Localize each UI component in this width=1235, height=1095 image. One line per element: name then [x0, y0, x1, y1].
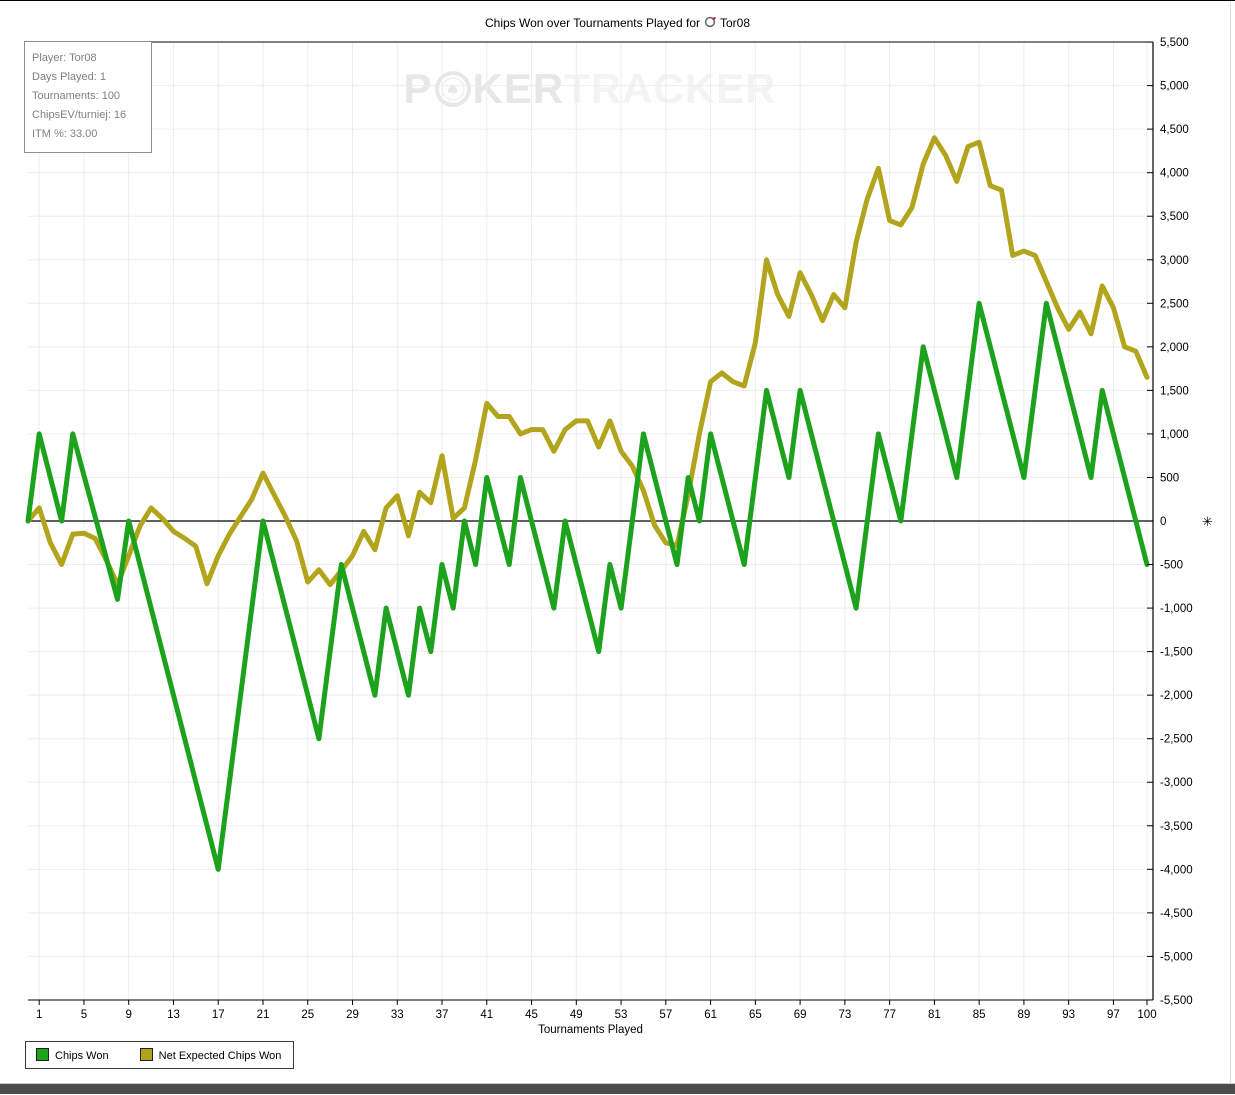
y-tick-label: -500 — [1160, 560, 1183, 572]
bottom-window-bar — [0, 1084, 1235, 1094]
x-tick-label: 5 — [81, 1009, 87, 1021]
y-tick-label: -4,500 — [1160, 908, 1193, 920]
y-tick-label: -1,500 — [1160, 647, 1193, 659]
y-tick-label: -1,000 — [1160, 603, 1193, 615]
y-tick-label: -4,000 — [1160, 864, 1193, 876]
y-tick-label: -3,000 — [1160, 777, 1193, 789]
y-tick-label: -2,000 — [1160, 690, 1193, 702]
chart-title: Chips Won over Tournaments Played for To… — [0, 15, 1235, 30]
svg-text:♠: ♠ — [445, 80, 460, 99]
watermark-text-poker-ker: KER — [472, 65, 565, 112]
y-tick-label: 5,500 — [1160, 37, 1189, 49]
watermark-text-tracker: TRACKER — [564, 65, 777, 112]
chart-title-player: Tor08 — [719, 15, 751, 30]
chips-won-swatch — [36, 1048, 49, 1061]
legend-item-chips-won: Chips Won — [36, 1048, 109, 1062]
chart-title-prefix: Chips Won over Tournaments Played for — [484, 15, 700, 30]
x-tick-label: 53 — [615, 1009, 628, 1021]
net-expected-chips-won-line[interactable] — [25, 135, 1150, 588]
y-tick-label: 2,500 — [1160, 298, 1189, 310]
x-tick-label: 57 — [659, 1009, 672, 1021]
x-tick-label: 37 — [436, 1009, 449, 1021]
x-tick-label: 45 — [525, 1009, 538, 1021]
y-tick-label: 3,000 — [1160, 255, 1189, 267]
y-tick-label: -5,000 — [1160, 951, 1193, 963]
x-tick-label: 100 — [1137, 1009, 1156, 1021]
x-tick-label: 21 — [257, 1009, 270, 1021]
y-tick-label: 1,500 — [1160, 385, 1189, 397]
x-tick-label: 85 — [973, 1009, 986, 1021]
y-axis: 5,500 5,000 4,500 4,000 3,500 3,000 2,500 2,000… — [1147, 37, 1193, 1007]
y-tick-label: 1,000 — [1160, 429, 1189, 441]
y-tick-label: 4,500 — [1160, 124, 1189, 136]
poker-chip-icon: ♠ — [434, 70, 472, 108]
legend-item-net-expected: Net Expected Chips Won — [139, 1048, 282, 1062]
x-tick-label: 89 — [1018, 1009, 1031, 1021]
x-tick-label: 97 — [1107, 1009, 1120, 1021]
legend-label-chips-won: Chips Won — [55, 1050, 109, 1062]
legend: Chips Won Net Expected Chips Won — [25, 1041, 295, 1069]
player-icon — [704, 15, 717, 28]
player-stats-info-box: Player: Tor08 Days Played: 1 Tournaments… — [24, 41, 152, 153]
x-tick-label: 1 — [36, 1009, 42, 1021]
right-edge-border — [1230, 1, 1231, 1084]
y-tick-label: 5,000 — [1160, 81, 1189, 93]
y-tick-label: -5,500 — [1160, 995, 1193, 1007]
x-tick-label: 81 — [928, 1009, 941, 1021]
info-line-player: Player: Tor08 — [32, 52, 97, 64]
y-tick-label: 0 — [1160, 516, 1166, 528]
info-line-itm: ITM %: 33.00 — [32, 128, 98, 140]
x-tick-label: 73 — [838, 1009, 851, 1021]
y-tick-label: 3,500 — [1160, 211, 1189, 223]
x-tick-label: 17 — [212, 1009, 225, 1021]
x-tick-label: 65 — [749, 1009, 762, 1021]
chips-won-line[interactable] — [25, 300, 1150, 872]
y-tick-label: 4,000 — [1160, 168, 1189, 180]
x-axis: 1 5 9 13 17 21 25 29 33 37 41 45 49 53 57 61 65 69 73 77 81 8… — [36, 999, 1157, 1036]
x-tick-label: 25 — [301, 1009, 314, 1021]
info-line-chips-ev: ChipsEV/turniej: 16 — [32, 109, 127, 121]
x-tick-label: 41 — [480, 1009, 493, 1021]
x-tick-label: 33 — [391, 1009, 404, 1021]
legend-label-net-expected: Net Expected Chips Won — [158, 1050, 282, 1062]
x-tick-label: 9 — [126, 1009, 132, 1021]
current-value-marker: ✳ — [1202, 515, 1213, 530]
watermark-text-poker-p: P — [403, 65, 433, 112]
info-line-tournaments: Tournaments: 100 — [32, 90, 121, 102]
x-tick-label: 61 — [704, 1009, 717, 1021]
x-tick-label: 93 — [1062, 1009, 1075, 1021]
net-expected-swatch — [139, 1048, 153, 1061]
x-tick-label: 69 — [794, 1009, 807, 1021]
bottom-divider-line — [0, 1083, 1235, 1084]
x-tick-label: 77 — [883, 1009, 896, 1021]
x-tick-label: 49 — [570, 1009, 583, 1021]
pokertracker-watermark: P ♠ KERTRACKER — [0, 65, 1180, 113]
x-axis-title: Tournaments Played — [538, 1024, 643, 1036]
y-tick-label: -3,500 — [1160, 821, 1193, 833]
y-tick-label: 2,000 — [1160, 342, 1189, 354]
y-tick-label: 500 — [1160, 472, 1179, 484]
info-line-days-played: Days Played: 1 — [32, 71, 106, 83]
y-tick-label: -2,500 — [1160, 734, 1193, 746]
x-tick-label: 29 — [346, 1009, 359, 1021]
x-tick-label: 13 — [167, 1009, 180, 1021]
